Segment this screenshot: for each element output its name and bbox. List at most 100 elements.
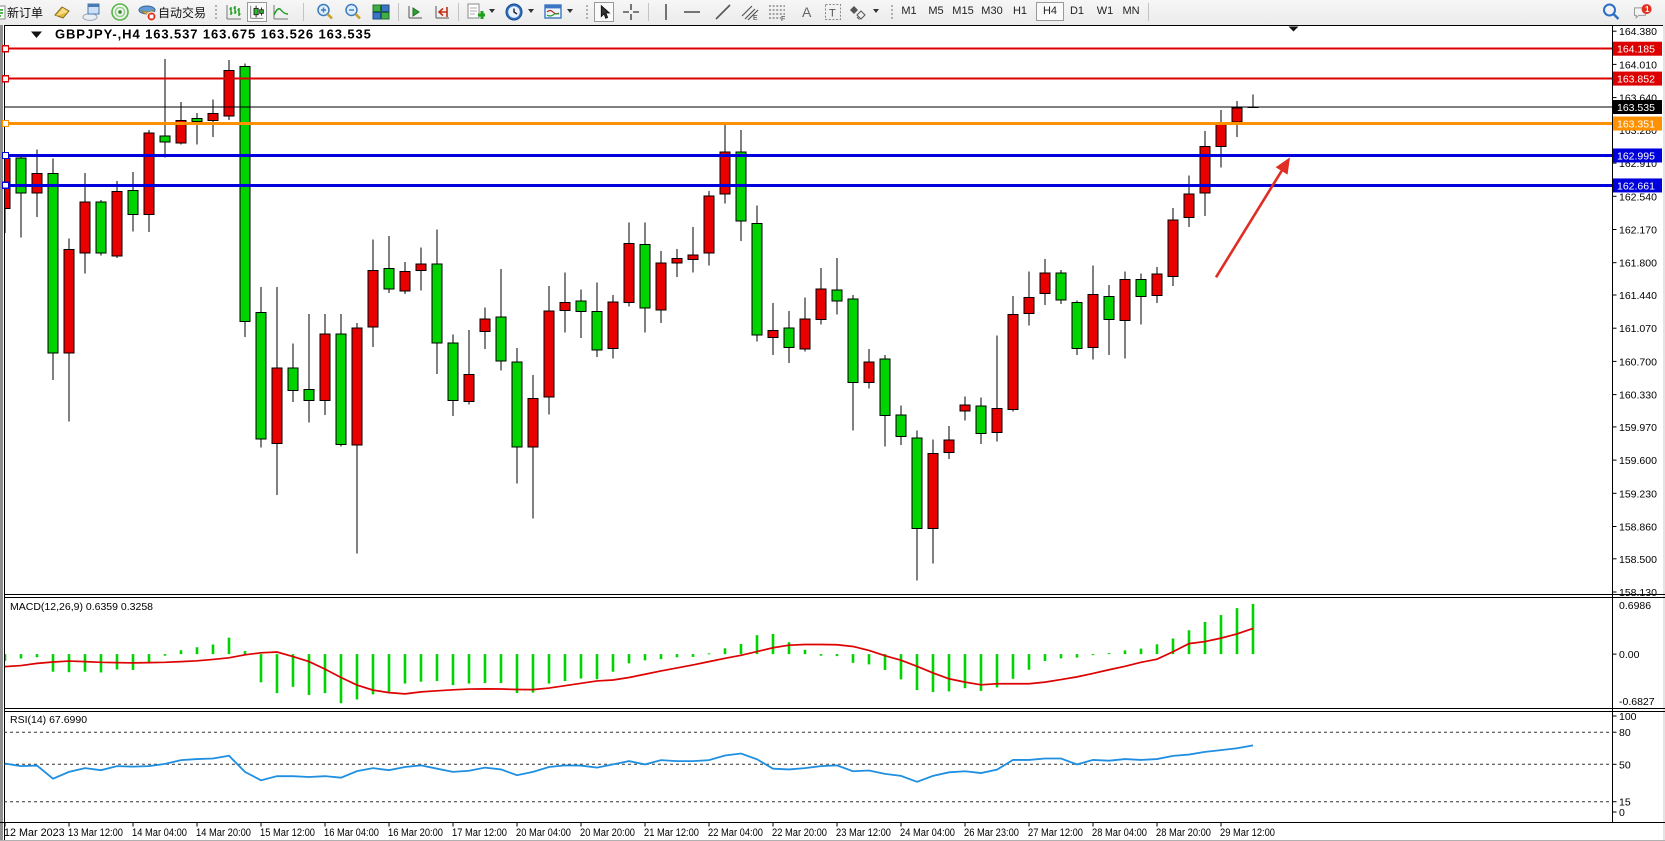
autotrading-icon[interactable] <box>137 2 157 22</box>
macd-histogram-bar <box>163 654 167 656</box>
toolbar-separator <box>303 3 304 21</box>
tile-windows-icon[interactable] <box>371 2 391 22</box>
candle <box>111 181 123 259</box>
macd-histogram-bar <box>499 654 503 684</box>
new-order-icon[interactable] <box>0 2 6 22</box>
rsi-label: RSI(14) 67.6990 <box>10 714 87 726</box>
data-window-icon[interactable] <box>81 2 101 22</box>
templates-icon[interactable] <box>543 2 563 22</box>
candle-body <box>400 271 410 291</box>
periods-dropdown-icon[interactable] <box>528 9 534 13</box>
price-tick-label: 161.800 <box>1619 258 1657 270</box>
macd-histogram-bar <box>611 654 615 672</box>
chat-icon[interactable]: 1 <box>1632 2 1652 22</box>
market-watch-icon[interactable] <box>52 2 72 22</box>
price-tick-label: 158.130 <box>1619 587 1657 599</box>
text-label-icon[interactable]: T <box>823 2 843 22</box>
macd-histogram-bar <box>787 642 791 655</box>
candlestick-chart-icon[interactable] <box>247 2 267 22</box>
rsi-axis-label: 15 <box>1619 797 1631 809</box>
candle-body <box>240 67 250 321</box>
candle <box>1055 269 1067 304</box>
candle <box>1103 285 1115 356</box>
tab-h4[interactable]: H4 <box>1036 2 1064 21</box>
macd-histogram-bar <box>643 654 647 661</box>
bar-chart-icon[interactable] <box>224 2 244 22</box>
macd-histogram-bar <box>963 654 967 689</box>
zoom-in-icon[interactable] <box>315 2 335 22</box>
hline-handle[interactable] <box>1 74 10 83</box>
rsi-axis-label: 80 <box>1619 727 1631 739</box>
trend-arrow-head[interactable] <box>1275 157 1290 175</box>
candle-wick <box>1252 94 1254 108</box>
trend-arrow[interactable] <box>1214 170 1283 279</box>
vertical-line-icon[interactable] <box>656 2 676 22</box>
candle <box>303 313 315 423</box>
tab-m30[interactable]: M30 <box>981 5 1003 17</box>
candle-body <box>144 133 154 215</box>
candle-body <box>208 113 218 120</box>
tab-h1[interactable]: H1 <box>1012 5 1028 17</box>
chart-shift-icon[interactable] <box>432 2 452 22</box>
strategy-tester-icon[interactable] <box>110 2 130 22</box>
periods-icon[interactable] <box>504 2 524 22</box>
zoom-out-icon[interactable] <box>343 2 363 22</box>
tab-m1[interactable]: M1 <box>901 5 917 17</box>
candle-body <box>416 264 426 270</box>
hline-handle[interactable] <box>1 151 10 160</box>
candle <box>639 222 651 333</box>
new-order-button[interactable]: 新订单 <box>7 6 44 20</box>
candle-body <box>448 343 458 400</box>
tab-m15[interactable]: M15 <box>952 5 974 17</box>
macd-histogram-bar <box>307 654 311 695</box>
fibonacci-icon[interactable]: F <box>767 2 787 22</box>
autotrading-button[interactable]: 自动交易 <box>158 6 207 20</box>
search-icon[interactable] <box>1601 2 1621 22</box>
rsi-axis-label: 50 <box>1619 759 1631 771</box>
hline-handle[interactable] <box>1 181 10 190</box>
chart-area[interactable]: GBPJPY-,H4 163.537 163.675 163.526 163.5… <box>0 25 1665 841</box>
crosshair-icon[interactable] <box>621 2 641 22</box>
candle-body <box>1136 279 1146 296</box>
price-badge-label: 163.535 <box>1617 102 1655 114</box>
macd-histogram-bar <box>835 654 839 657</box>
candle-body <box>528 399 538 447</box>
toolbar-grip <box>585 4 589 20</box>
candle-body <box>1008 314 1018 409</box>
candle-body <box>592 312 602 350</box>
arrows-dropdown-icon[interactable] <box>873 9 879 13</box>
tab-m5[interactable]: M5 <box>928 5 944 17</box>
auto-scroll-icon[interactable] <box>405 2 425 22</box>
hline-handle[interactable] <box>1 44 10 53</box>
toolbar-separator <box>1148 3 1149 21</box>
text-icon[interactable]: A <box>797 2 817 22</box>
macd-histogram-bar <box>771 633 775 655</box>
tab-d1[interactable]: D1 <box>1069 5 1085 17</box>
candle-body <box>672 259 682 263</box>
candle <box>95 199 107 256</box>
hline-handle[interactable] <box>1 119 10 128</box>
tab-mn[interactable]: MN <box>1122 5 1140 17</box>
chart-shift-marker[interactable] <box>1288 26 1299 32</box>
candle <box>255 286 267 448</box>
arrows-tool-icon[interactable] <box>848 2 868 22</box>
line-chart-icon[interactable] <box>271 2 291 22</box>
price-tick-label: 161.070 <box>1619 323 1657 335</box>
equidistant-channel-icon[interactable]: E <box>740 2 760 22</box>
horizontal-line-icon[interactable] <box>682 2 702 22</box>
trendline-icon[interactable] <box>713 2 733 22</box>
rsi-line <box>4 744 1254 783</box>
macd-histogram-bar <box>1075 654 1079 658</box>
candle <box>63 238 75 422</box>
candle <box>943 426 955 460</box>
indicators-icon[interactable] <box>465 2 485 22</box>
candle-body <box>704 196 714 253</box>
candle-body <box>640 244 650 308</box>
macd-histogram-bar <box>1091 654 1095 656</box>
indicators-dropdown-icon[interactable] <box>489 9 495 13</box>
symbol-dropdown-icon[interactable] <box>31 31 42 39</box>
templates-dropdown-icon[interactable] <box>567 9 573 13</box>
cursor-icon[interactable] <box>594 2 614 22</box>
tab-w1[interactable]: W1 <box>1096 5 1114 17</box>
time-tick-label: 17 Mar 12:00 <box>452 827 507 839</box>
